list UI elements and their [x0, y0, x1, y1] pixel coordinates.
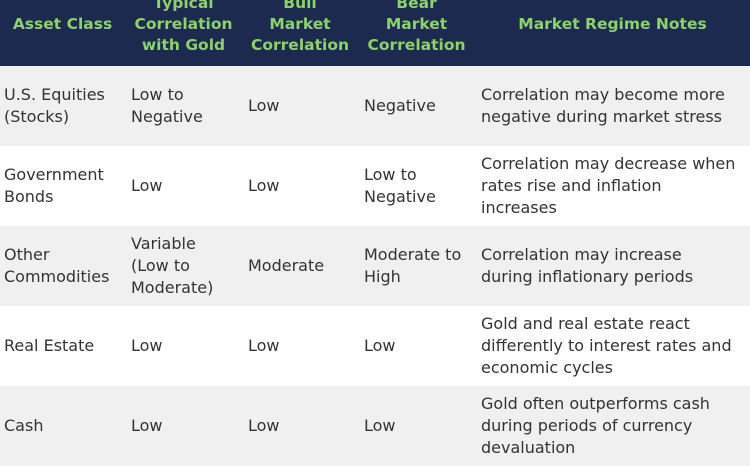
header-cell: Bull Market Correlation: [251, 0, 350, 54]
header-cell: Bear Market Correlation: [367, 0, 466, 54]
header-row: Asset Class Typical Correlation with Gold…: [0, 0, 750, 66]
table-cell: Real Estate: [4, 336, 95, 355]
table-body: U.S. Equities (Stocks) Low to Negative Low…: [0, 66, 750, 466]
table-row: Other Commodities Variable (Low to Modera…: [0, 226, 750, 306]
table-cell: Low: [248, 176, 280, 195]
table-cell: Low: [364, 336, 396, 355]
table-cell: Low: [248, 336, 280, 355]
header-cell: Market Regime Notes: [518, 14, 707, 33]
table-cell: Variable (Low to Moderate): [131, 234, 214, 297]
table-row: U.S. Equities (Stocks) Low to Negative Low…: [0, 66, 750, 146]
table-row: Real Estate Low Low Low Gold and real estate…: [0, 306, 750, 386]
table-cell: U.S. Equities (Stocks): [4, 85, 105, 126]
table-cell: Cash: [4, 416, 44, 435]
table-cell: Other Commodities: [4, 245, 110, 286]
table-row: Government Bonds Low Low Low to Negative Cor…: [0, 146, 750, 226]
table-cell: Low: [131, 416, 163, 435]
table-cell: Low: [248, 96, 280, 115]
table-cell: Low: [131, 176, 163, 195]
table-cell: Correlation may increase during inflatio…: [481, 245, 694, 286]
table-cell: Government Bonds: [4, 165, 104, 206]
table-cell: Negative: [364, 96, 436, 115]
table-cell: Gold often outperforms cash during perio…: [481, 394, 710, 457]
table-cell: Low: [131, 336, 163, 355]
header-cell: Typical Correlation with Gold: [134, 0, 233, 54]
table-cell: Correlation may decrease when rates rise…: [481, 154, 736, 217]
table-cell: Low to Negative: [364, 165, 436, 206]
table-cell: Low to Negative: [131, 85, 203, 126]
table-cell: Moderate: [248, 256, 325, 275]
table-cell: Low: [364, 416, 396, 435]
header-cell: Asset Class: [12, 14, 113, 33]
table-cell: Gold and real estate react differently t…: [481, 314, 732, 377]
table-cell: Correlation may become more negative dur…: [481, 85, 725, 126]
table-cell: Moderate to High: [364, 245, 462, 286]
table-row: Cash Low Low Low Gold often outperforms cash…: [0, 386, 750, 466]
table-cell: Low: [248, 416, 280, 435]
